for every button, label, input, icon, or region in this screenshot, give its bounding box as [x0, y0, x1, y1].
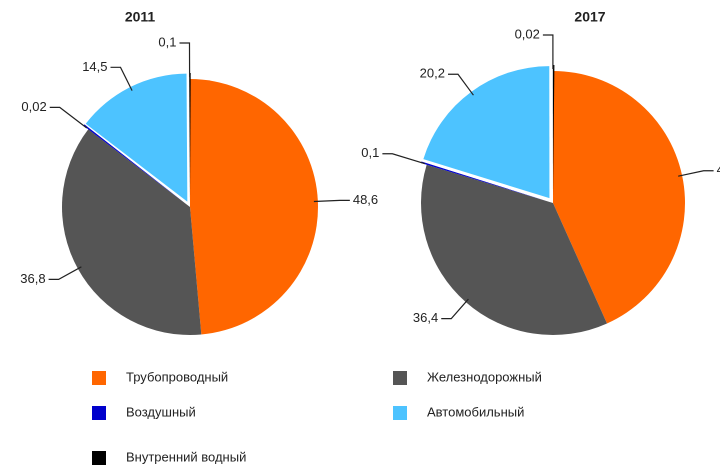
- leader-line: [382, 153, 426, 165]
- legend-label: Трубопроводный: [126, 369, 228, 384]
- leader-line: [179, 42, 191, 78]
- pie-slice: [423, 66, 550, 199]
- data-label: 0,1: [158, 34, 176, 49]
- data-label: 48,6: [353, 192, 378, 207]
- pie-slice: [420, 161, 548, 202]
- pie-slice: [62, 129, 202, 335]
- pie-slice: [190, 79, 318, 335]
- pie-slice: [553, 71, 685, 324]
- leader-line: [48, 266, 82, 280]
- pie-slice: [421, 164, 608, 335]
- leader-line: [447, 73, 474, 96]
- legend-swatch: [393, 371, 407, 385]
- leader-line: [441, 298, 469, 320]
- legend-label: Внутренний водный: [126, 449, 246, 464]
- legend-swatch: [92, 451, 106, 465]
- chart-title: 2011: [125, 9, 156, 25]
- data-label: 0,02: [515, 26, 540, 41]
- data-label: 36,8: [20, 271, 45, 286]
- pie-slice: [552, 65, 555, 197]
- legend-label: Железнодорожный: [427, 369, 542, 384]
- leader-line: [678, 170, 714, 177]
- legend-swatch: [92, 371, 106, 385]
- chart-title: 2017: [574, 9, 605, 25]
- legend-label: Автомобильный: [427, 404, 524, 419]
- leader-line: [313, 199, 350, 203]
- leader-line: [49, 106, 88, 129]
- pie-slice: [83, 124, 186, 204]
- legend-label: Воздушный: [126, 404, 196, 419]
- data-label: 0,02: [21, 99, 46, 114]
- data-label: 14,5: [82, 59, 107, 74]
- legend-swatch: [393, 406, 407, 420]
- data-label: 0,1: [361, 145, 379, 160]
- leader-line: [110, 66, 133, 91]
- leader-line: [542, 34, 554, 70]
- pie-slice: [85, 73, 188, 202]
- legend-swatch: [92, 406, 106, 420]
- data-label: 43,3: [717, 162, 720, 177]
- data-label: 20,2: [420, 66, 445, 81]
- pie-slice: [189, 73, 191, 202]
- data-label: 36,4: [413, 310, 438, 325]
